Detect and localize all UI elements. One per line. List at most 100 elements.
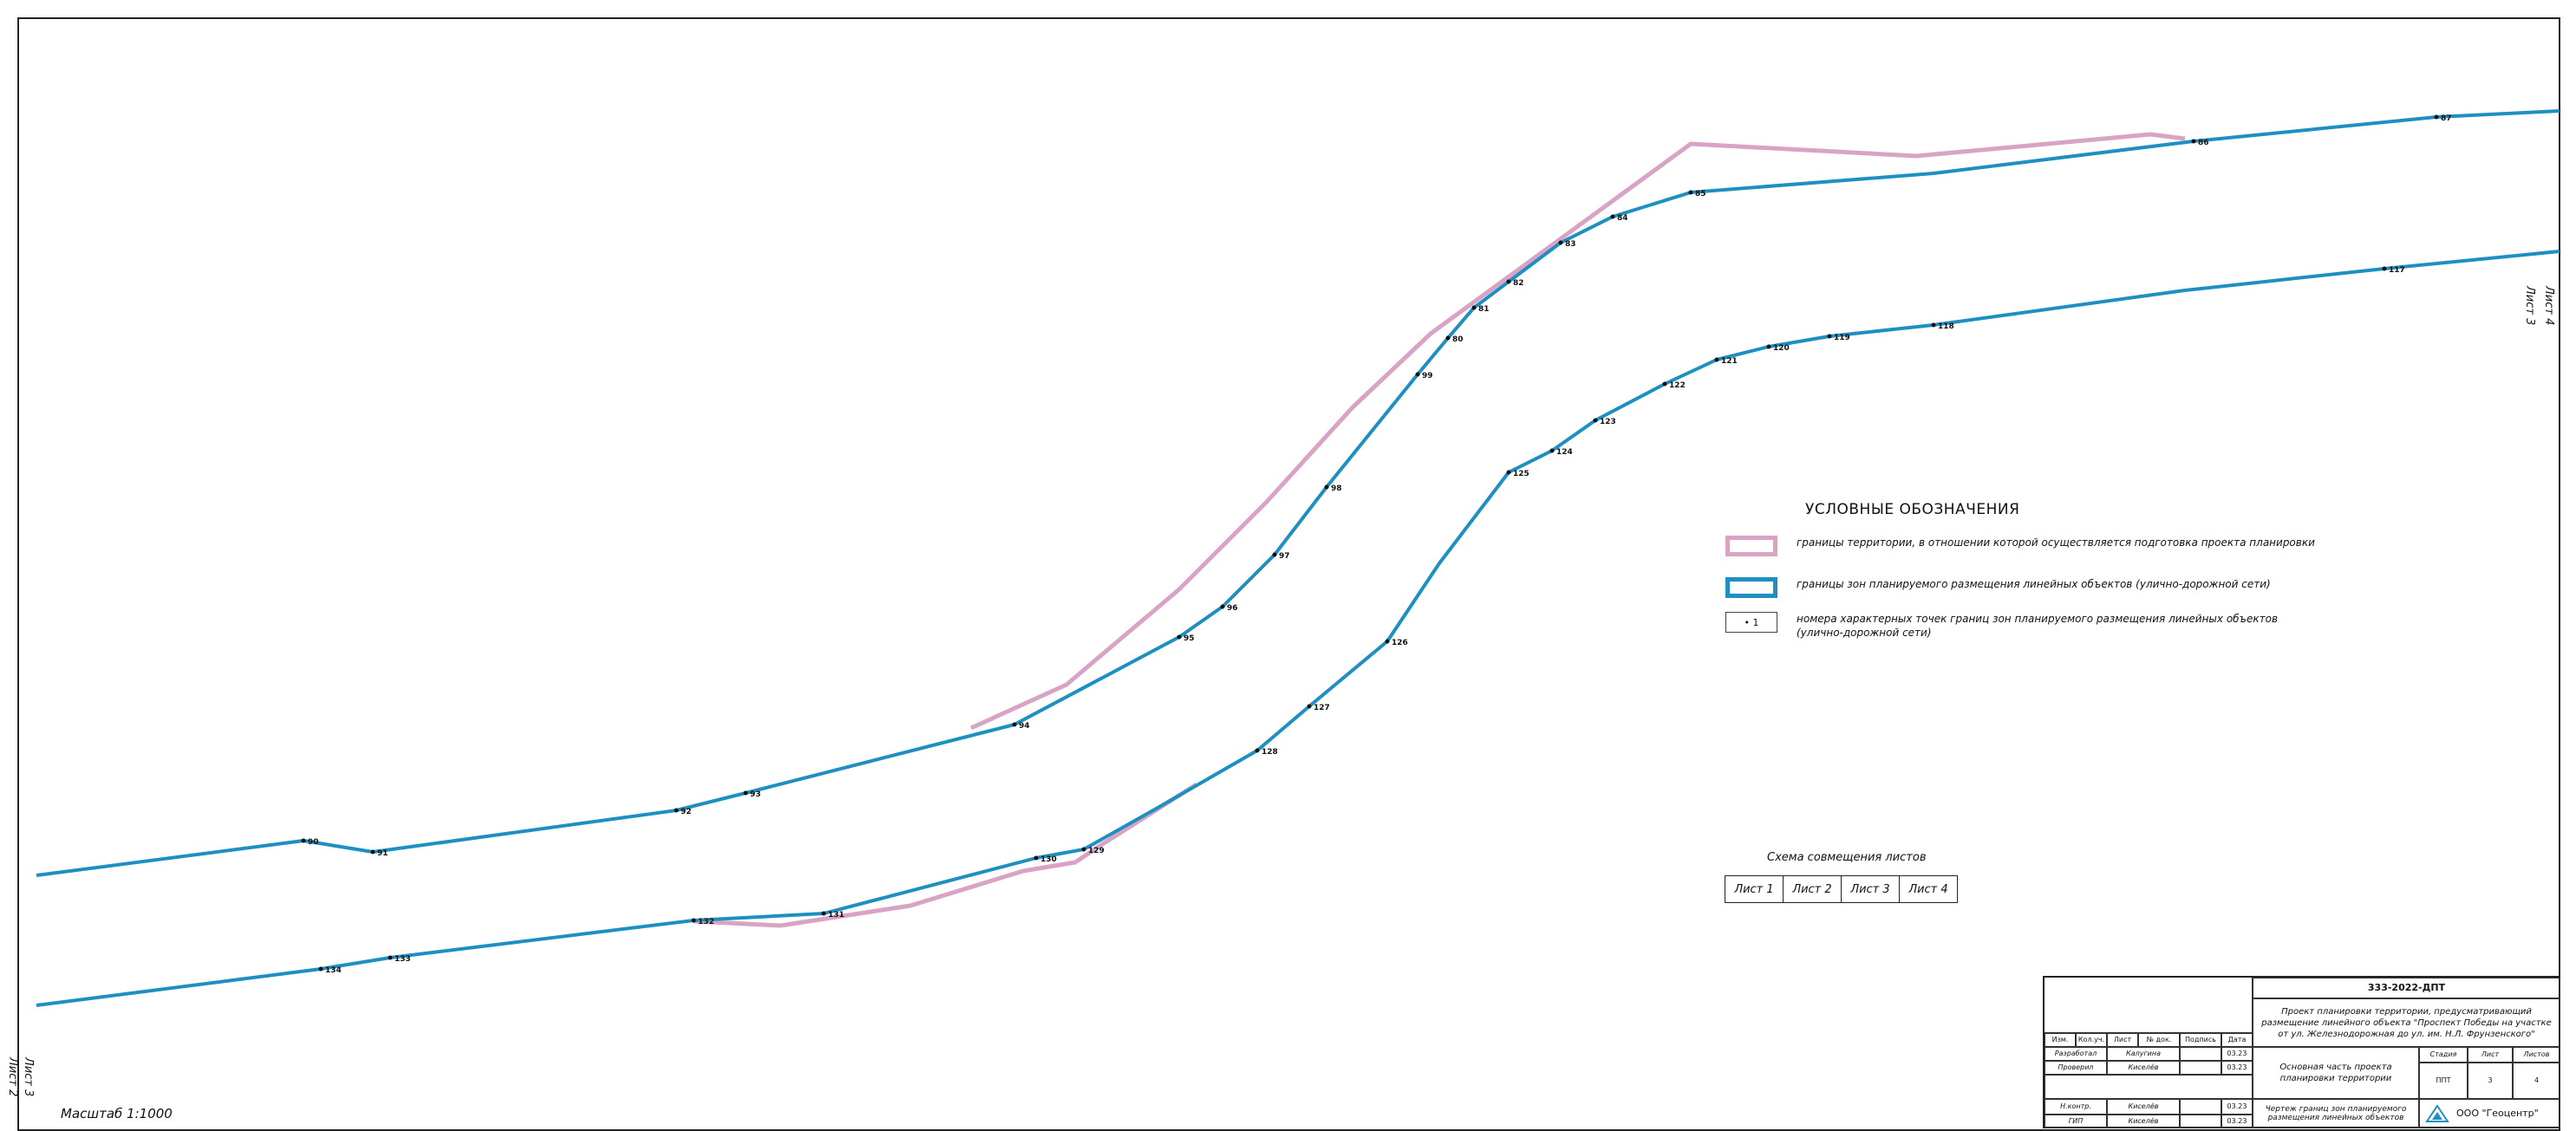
lower-point-marker	[1081, 847, 1086, 852]
upper-point-marker	[1688, 190, 1693, 195]
upper-point-marker	[370, 849, 375, 855]
upper-point-label: 84	[1617, 214, 1628, 223]
tb-name-1: Калугина	[2107, 1047, 2180, 1061]
tb-role-1: Разработал	[2044, 1047, 2107, 1061]
lower-point-label: 124	[1556, 448, 1573, 457]
lower-point-label: 133	[395, 955, 411, 964]
tb-stage-label: Стадия	[2419, 1047, 2468, 1063]
title-block: Изм. Кол.уч. Лист № док. Подпись Дата Ра…	[2043, 976, 2560, 1128]
upper-point-label: 87	[2441, 114, 2452, 123]
upper-point-label: 81	[1478, 305, 1490, 314]
tb-sheets: 4	[2513, 1063, 2560, 1099]
tb-role-3: Н.контр.	[2044, 1099, 2107, 1115]
lower-point-label: 120	[1773, 344, 1790, 353]
side-label-left-bottom: Лист 2	[6, 1057, 19, 1097]
upper-point-marker	[1177, 634, 1182, 640]
upper-point-marker	[1324, 484, 1329, 490]
legend-swatch-pink	[1725, 536, 1777, 556]
zone-boundary-lower	[36, 250, 2560, 1007]
tb-blank-rows	[2044, 1075, 2253, 1099]
legend-swatch-point: • 1	[1725, 612, 1777, 633]
upper-point-label: 82	[1513, 279, 1524, 288]
upper-point-label: 99	[1422, 372, 1433, 380]
lower-point-label: 126	[1392, 639, 1408, 647]
lower-point-label: 123	[1600, 418, 1616, 426]
lower-point-marker	[1662, 381, 1667, 387]
tb-org: ООО "Геоцентр"	[2456, 1108, 2539, 1119]
lower-point-marker	[1506, 470, 1511, 475]
territory-boundary-upper	[969, 132, 2186, 731]
lower-point-marker	[821, 911, 826, 916]
upper-point-marker	[2434, 114, 2439, 120]
tb-date-4: 03.23	[2221, 1115, 2253, 1128]
lower-point-marker	[1931, 322, 1936, 328]
upper-point-markers: 90 91 92 93 94 95 96 97 98 99 80 81 82 83 84 85 86 87	[301, 114, 2452, 858]
legend-item-points: • 1 номера характерных точек границ зон …	[1725, 612, 2332, 640]
tb-role-2: Проверил	[2044, 1061, 2107, 1075]
tb-blank-area	[2044, 978, 2253, 1033]
tb-name-2: Киселёв	[2107, 1061, 2180, 1075]
legend-item-territory: границы территории, в отношении которой …	[1725, 536, 2332, 556]
lower-point-label: 127	[1314, 704, 1330, 712]
tb-date-2: 03.23	[2221, 1061, 2253, 1075]
tb-sheets-label: Листов	[2513, 1047, 2560, 1063]
tb-col-list: Лист	[2107, 1033, 2138, 1047]
upper-point-marker	[743, 790, 748, 796]
legend-swatch-blue	[1725, 577, 1777, 598]
upper-point-label: 96	[1227, 604, 1238, 613]
tb-sheet-title: Чертеж границ зон планируемого размещени…	[2253, 1099, 2419, 1128]
side-label-right-bottom: Лист 3	[2523, 286, 2536, 326]
upper-point-label: 85	[1695, 190, 1706, 198]
tb-col-izm: Изм.	[2044, 1033, 2076, 1047]
lower-point-marker	[1385, 639, 1390, 644]
tb-section: Основная часть проекта планировки террит…	[2253, 1047, 2419, 1099]
scheme-sheet-2: Лист 2	[1784, 876, 1842, 902]
tb-sign-2	[2180, 1061, 2221, 1075]
lower-point-marker	[1714, 357, 1719, 362]
upper-point-marker	[1610, 214, 1615, 219]
upper-point-label: 90	[308, 838, 319, 847]
lower-point-label: 117	[2389, 266, 2405, 275]
upper-point-marker	[2191, 139, 2196, 144]
tb-sheet: 3	[2468, 1063, 2513, 1099]
lower-point-marker	[388, 955, 393, 960]
lower-point-marker	[1307, 704, 1312, 709]
upper-point-marker	[1558, 240, 1563, 245]
upper-point-marker	[1471, 305, 1477, 310]
tb-sign-4	[2180, 1115, 2221, 1128]
company-logo-icon	[2425, 1104, 2449, 1122]
upper-point-label: 80	[1452, 335, 1464, 344]
tb-sign-3	[2180, 1099, 2221, 1115]
sheet-scheme: Лист 1 Лист 2 Лист 3 Лист 4	[1725, 875, 1958, 903]
tb-name-4: Киселёв	[2107, 1115, 2180, 1128]
upper-point-marker	[1272, 552, 1277, 557]
legend-item-zone: границы зон планируемого размещения лине…	[1725, 577, 2332, 598]
tb-date-3: 03.23	[2221, 1099, 2253, 1115]
scheme-sheet-1: Лист 1	[1725, 876, 1784, 902]
lower-point-label: 132	[698, 918, 714, 926]
tb-sheet-label: Лист	[2468, 1047, 2513, 1063]
upper-point-marker	[1445, 335, 1451, 341]
tb-col-ndoc: № док.	[2138, 1033, 2180, 1047]
tb-col-koluch: Кол.уч.	[2076, 1033, 2107, 1047]
lower-point-marker	[1593, 418, 1598, 423]
upper-point-marker	[1506, 279, 1511, 284]
upper-point-marker	[1220, 604, 1225, 609]
tb-stage: ППТ	[2419, 1063, 2468, 1099]
tb-date-1: 03.23	[2221, 1047, 2253, 1061]
lower-point-marker	[2382, 266, 2387, 271]
scheme-sheet-3: Лист 3	[1842, 876, 1900, 902]
side-label-left-top: Лист 3	[22, 1057, 35, 1097]
lower-point-label: 125	[1513, 470, 1529, 478]
lower-point-marker	[1766, 344, 1771, 349]
upper-point-label: 83	[1565, 240, 1576, 249]
lower-point-label: 134	[325, 966, 342, 975]
lower-point-marker	[1255, 748, 1260, 753]
upper-point-marker	[301, 838, 306, 843]
legend-title: УСЛОВНЫЕ ОБОЗНАЧЕНИЯ	[1805, 501, 2020, 518]
upper-point-marker	[1415, 372, 1420, 377]
upper-point-label: 93	[750, 790, 761, 799]
lower-point-marker	[318, 966, 323, 972]
